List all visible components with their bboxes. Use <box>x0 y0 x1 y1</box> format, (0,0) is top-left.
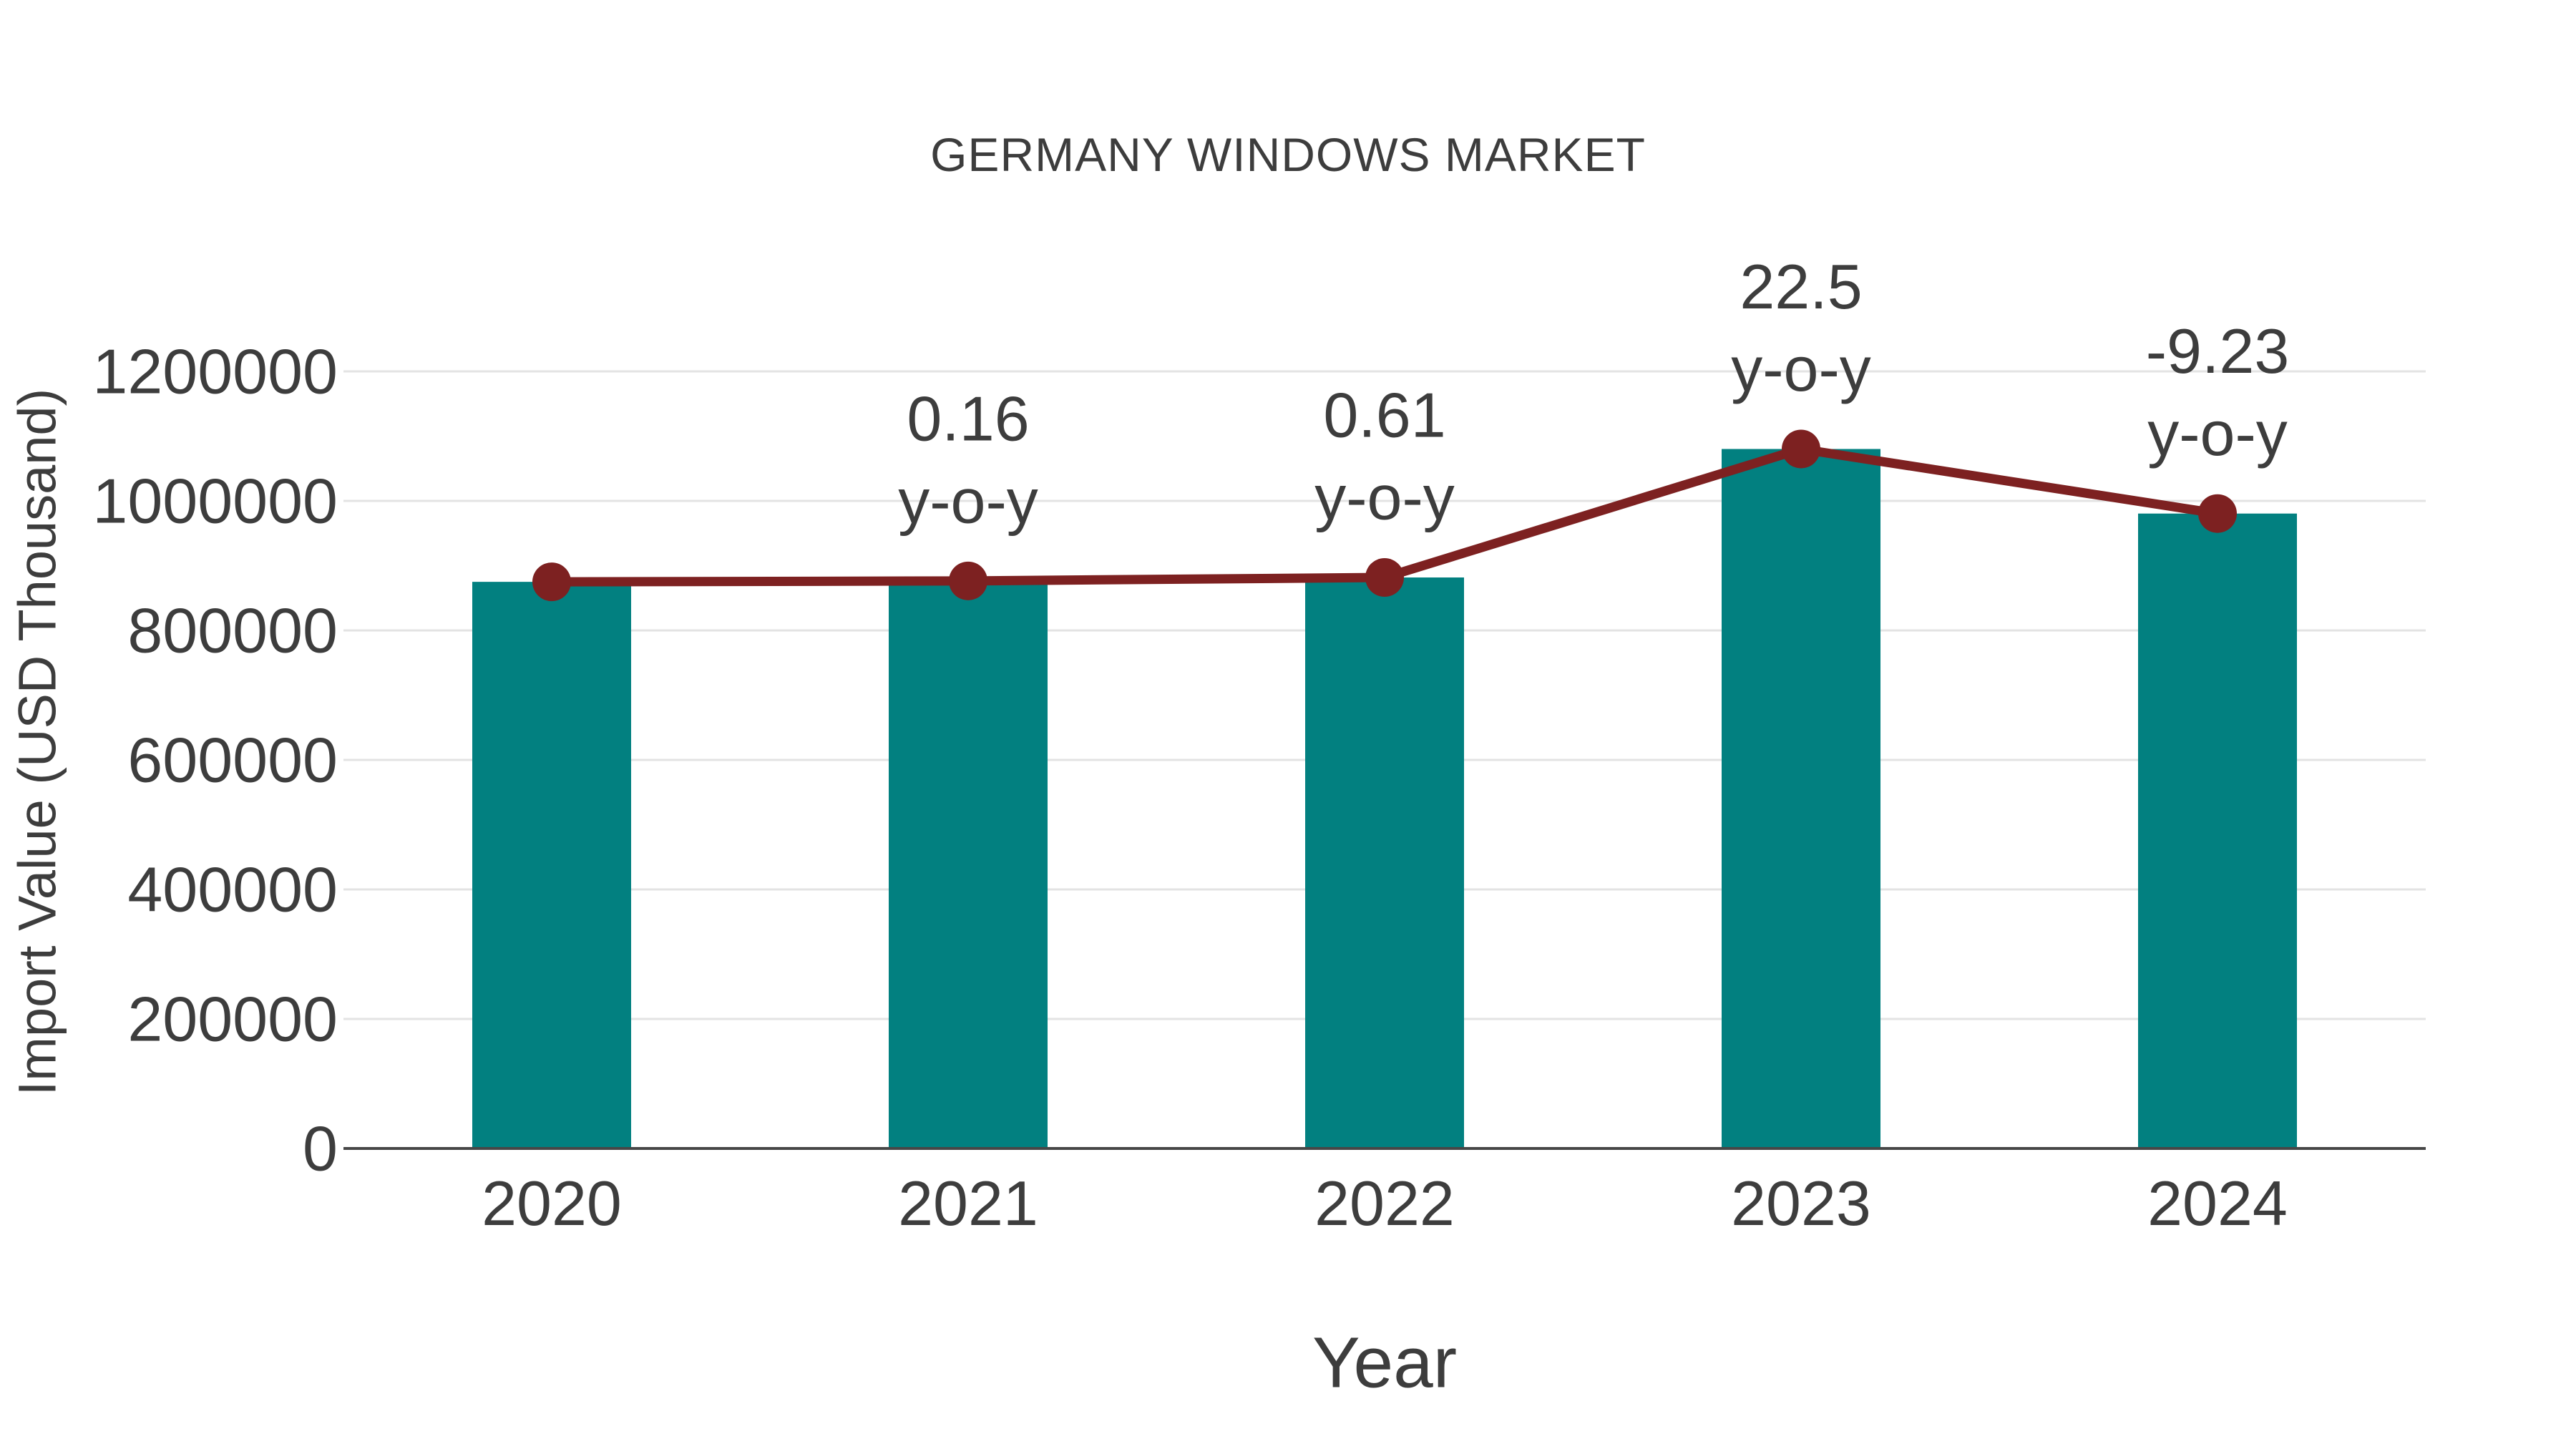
bar-2023 <box>1722 449 1880 1148</box>
line-marker-2022 <box>1365 558 1404 597</box>
bar-2021 <box>889 580 1048 1148</box>
line-marker-2021 <box>949 561 987 600</box>
annotation-suffix-2022: y-o-y <box>1314 462 1455 533</box>
x-tick-label-2020: 2020 <box>482 1168 622 1239</box>
bar-2020 <box>472 582 631 1148</box>
y-tick-label-1200000: 1200000 <box>92 336 338 407</box>
x-tick-label-2024: 2024 <box>2147 1168 2288 1239</box>
x-tick-label-2021: 2021 <box>898 1168 1038 1239</box>
y-tick-label-200000: 200000 <box>127 984 338 1055</box>
bar-2022 <box>1305 577 1464 1148</box>
line-marker-2023 <box>1782 429 1820 469</box>
annotation-suffix-2021: y-o-y <box>898 465 1038 536</box>
y-tick-label-400000: 400000 <box>127 854 338 925</box>
y-axis-title: Import Value (USD Thousand) <box>7 388 67 1096</box>
x-tick-label-2023: 2023 <box>1731 1168 1871 1239</box>
annotation-suffix-2023: y-o-y <box>1731 333 1871 404</box>
y-tick-label-600000: 600000 <box>127 725 338 796</box>
annotation-suffix-2024: y-o-y <box>2147 398 2288 469</box>
y-tick-label-0: 0 <box>303 1113 338 1184</box>
y-tick-label-800000: 800000 <box>127 595 338 666</box>
line-marker-2020 <box>532 562 571 602</box>
line-marker-2024 <box>2198 494 2237 533</box>
x-tick-label-2022: 2022 <box>1314 1168 1455 1239</box>
annotation-value-2021: 0.16 <box>907 383 1029 454</box>
annotation-value-2022: 0.61 <box>1323 380 1445 451</box>
y-tick-label-1000000: 1000000 <box>92 466 338 537</box>
x-axis-title: Year <box>1312 1322 1458 1403</box>
bar-2024 <box>2138 513 2297 1148</box>
chart-title: GERMANY WINDOWS MARKET <box>930 128 1646 181</box>
annotation-value-2024: -9.23 <box>2146 316 2290 386</box>
annotation-value-2023: 22.5 <box>1740 251 1862 322</box>
